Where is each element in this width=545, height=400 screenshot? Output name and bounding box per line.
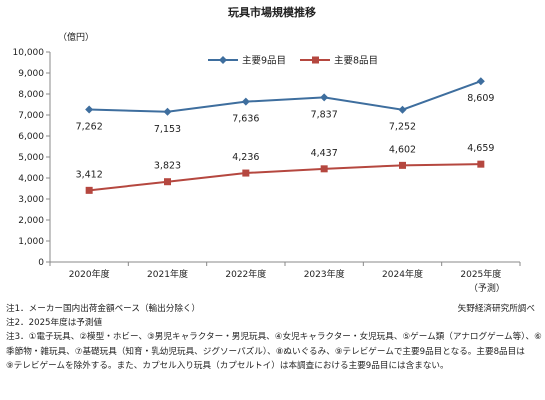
source-credit: 矢野経済研究所調べ — [457, 304, 535, 314]
y-tick-label: 3,000 — [18, 195, 44, 205]
legend-marker-diamond — [219, 56, 227, 64]
data-label: 3,823 — [154, 161, 181, 172]
data-point-diamond — [476, 77, 485, 86]
y-tick-label: 0 — [38, 258, 44, 268]
y-tick-label: 6,000 — [18, 132, 44, 142]
x-tick-label: 2024年度 — [382, 268, 423, 280]
data-label: 8,609 — [467, 93, 494, 104]
footnote-3-cont-2: ⑨テレビゲームを除外する。また、カプセル入り玩具（カプセルトイ）は本調査における… — [6, 360, 449, 371]
footnote-1: 注1．メーカー国内出荷金額ベース（輸出分除く） — [6, 304, 201, 314]
series-layer: 7,262 7,153 7,636 7,837 7,252 8,609 3,412 3,823… — [76, 77, 494, 194]
series-1: 7,262 7,153 7,636 7,837 7,252 8,609 — [76, 77, 494, 135]
data-label: 4,236 — [232, 152, 259, 163]
data-label: 7,262 — [76, 121, 103, 132]
legend-label: 主要8品目 — [334, 55, 378, 67]
data-point-square — [399, 161, 406, 169]
y-tick-label: 5,000 — [18, 153, 44, 163]
series-line — [89, 80, 482, 113]
data-point-square — [164, 178, 171, 186]
x-tick-label: 2022年度 — [225, 268, 266, 280]
footnotes: 注1．メーカー国内出荷金額ベース（輸出分除く） 注2．2025年度は予測値 注3… — [6, 302, 542, 373]
x-tick-label: 2021年度 — [147, 268, 188, 280]
x-tick-label: 2023年度 — [304, 268, 345, 280]
footnote-3-cont-1: 季節物・雑玩具、⑦基礎玩具（知育・乳幼児玩具、ジグソーパズル）、⑧ぬいぐるみ、⑨… — [6, 346, 525, 357]
data-label: 7,837 — [311, 109, 338, 120]
legend-marker-square — [312, 56, 319, 64]
axes: 0 1,000 2,000 3,000 4,000 5,000 6,000 7,000 8,00… — [13, 48, 521, 294]
y-tick-label: 1,000 — [18, 237, 44, 247]
data-label: 7,636 — [232, 114, 259, 125]
data-point-diamond — [85, 105, 94, 114]
data-point-square — [477, 160, 485, 168]
data-point-diamond — [163, 107, 172, 116]
y-tick-label: 7,000 — [18, 111, 44, 121]
x-tick-label: 2020年度 — [69, 268, 110, 280]
x-tick-sublabel: （予測） — [469, 282, 505, 294]
footnote-2: 注2．2025年度は予測値 — [6, 318, 103, 329]
data-label: 3,412 — [76, 169, 103, 180]
legend: 主要9品目 主要8品目 — [208, 55, 378, 67]
data-point-square — [320, 165, 328, 173]
series-2: 3,412 3,823 4,236 4,437 4,602 4,659 — [76, 143, 494, 194]
x-tick-label: 2025年度 — [460, 268, 501, 280]
y-tick-label: 9,000 — [18, 69, 44, 79]
y-tick-label: 8,000 — [18, 90, 44, 100]
footnote-3: 注3．①電子玩具、②模型・ホビー、③男児キャラクター・男児玩具、④女児キャラクタ… — [6, 332, 542, 343]
chart-title: 玩具市場規模推移 — [228, 5, 316, 19]
y-tick-label: 4,000 — [18, 174, 44, 184]
y-axis-unit-label: （億円） — [58, 31, 94, 43]
series-line — [89, 163, 481, 192]
data-point-square — [85, 186, 93, 194]
data-label: 7,252 — [389, 122, 416, 133]
legend-label: 主要9品目 — [242, 55, 286, 67]
data-label: 4,437 — [311, 148, 338, 159]
data-point-diamond — [241, 97, 250, 106]
data-point-diamond — [320, 93, 329, 102]
y-tick-label: 2,000 — [18, 216, 44, 226]
data-point-diamond — [398, 105, 407, 114]
line-chart: 玩具市場規模推移 （億円） 主要9品目 主要8品目 0 1,000 2,000 3,00… — [13, 5, 521, 294]
data-label: 7,153 — [154, 124, 181, 135]
data-label: 4,659 — [467, 143, 494, 154]
data-point-square — [242, 169, 250, 177]
data-label: 4,602 — [389, 144, 416, 155]
y-tick-label: 10,000 — [13, 48, 45, 58]
